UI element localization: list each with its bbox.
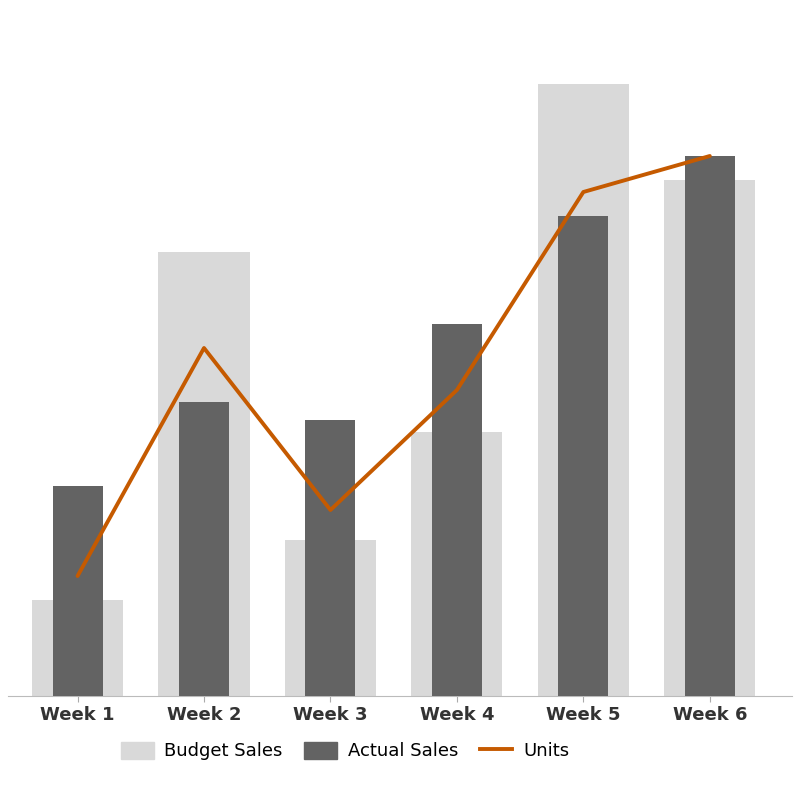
Units <box>452 386 462 395</box>
Bar <box>538 84 629 696</box>
Bar <box>285 540 376 696</box>
Bar <box>53 486 102 696</box>
Bar <box>685 156 735 696</box>
Bar <box>411 432 502 696</box>
Line: Units: Units <box>78 156 710 576</box>
Bar <box>664 180 755 696</box>
Bar <box>158 252 250 696</box>
Bar <box>179 402 229 696</box>
Units <box>578 187 588 197</box>
Units <box>73 571 82 581</box>
Units <box>199 343 209 353</box>
Bar <box>558 216 608 696</box>
Bar <box>32 600 123 696</box>
Bar <box>306 420 355 696</box>
Legend: Budget Sales, Actual Sales, Units: Budget Sales, Actual Sales, Units <box>114 734 577 768</box>
Units <box>705 151 714 161</box>
Units <box>326 506 335 515</box>
Bar <box>432 324 482 696</box>
